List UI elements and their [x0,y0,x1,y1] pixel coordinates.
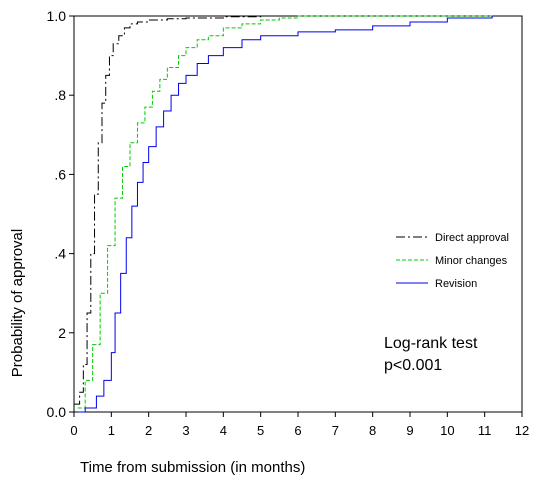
x-tick-label: 1 [108,423,115,438]
x-tick-label: 11 [478,423,492,438]
legend-label-minor-changes: Minor changes [435,255,508,267]
x-axis-label: Time from submission (in months) [80,459,305,476]
x-tick-label: 4 [220,423,227,438]
series-lines [74,15,493,413]
legend-label-direct-approval: Direct approval [435,232,509,244]
x-tick-label: 9 [406,423,413,438]
x-tick-label: 7 [332,423,339,438]
y-tick-label: 1.0 [47,8,67,24]
x-tick-label: 10 [440,423,454,438]
annotation-line-2: p<0.001 [384,357,442,374]
y-tick-label: .4 [54,246,66,262]
axis-ticks: 0 1 2 3 4 5 6 7 8 9 10 11 120.02.4.6.81.0 [47,8,530,438]
annotation-line-1: Log-rank test [384,335,478,352]
x-tick-label: 12 [515,423,529,438]
x-tick-label: 2 [145,423,152,438]
x-tick-label: 0 [70,423,77,438]
x-tick-label: 8 [369,423,376,438]
x-tick-label: 3 [182,423,189,438]
y-tick-label: .6 [54,166,66,182]
y-tick-label: .8 [54,87,66,103]
x-tick-label: 5 [257,423,264,438]
legend-label-revision: Revision [435,278,477,290]
y-tick-label: 2 [58,325,66,341]
series-line-revision [77,16,493,413]
y-axis-label: Probability of approval [9,229,26,377]
legend: Direct approval Minor changes Revision [396,232,509,290]
series-line-minor-changes [77,15,493,409]
x-tick-label: 6 [294,423,301,438]
plot-frame [73,15,523,413]
series-line-direct-approval [74,15,493,405]
y-tick-label: 0.0 [47,404,67,420]
